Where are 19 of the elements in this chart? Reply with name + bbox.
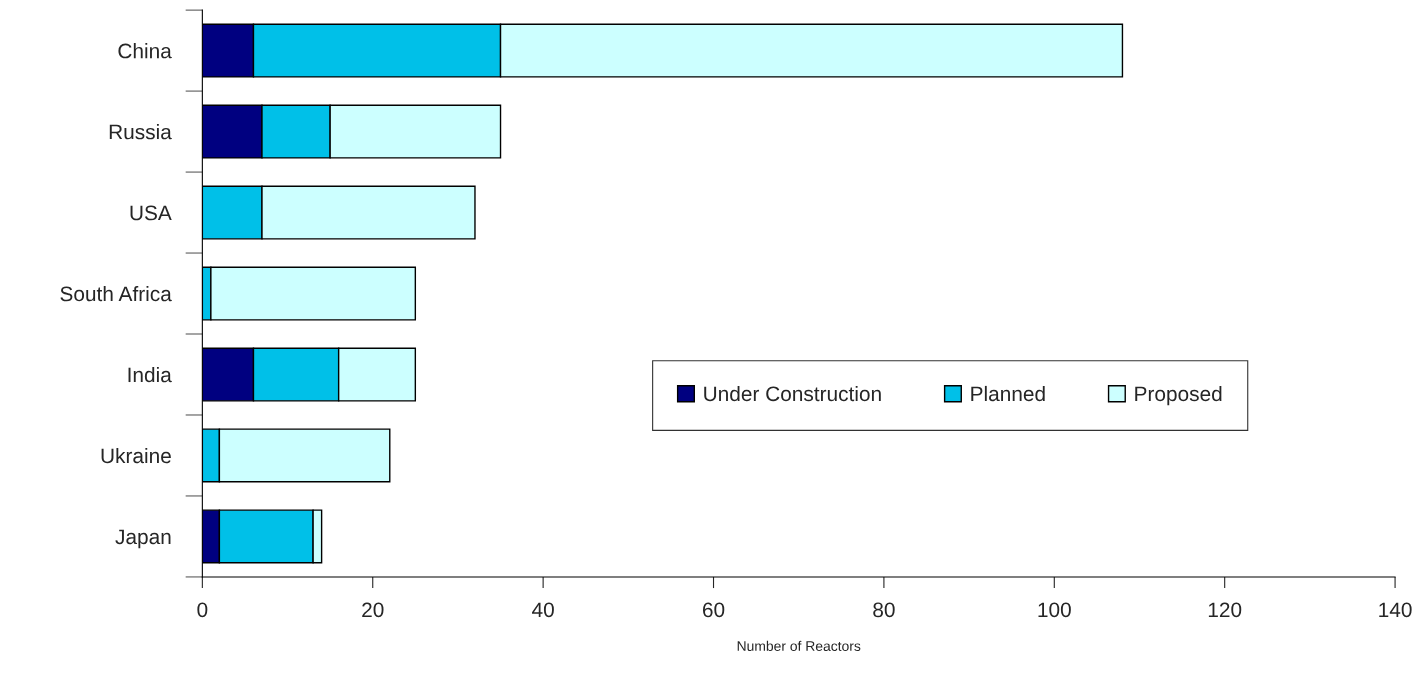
y-tick-label: Russia xyxy=(109,124,172,140)
x-tick-label: 80 xyxy=(873,602,895,618)
x-tick-label: 60 xyxy=(702,602,725,618)
y-tick-label: India xyxy=(128,366,172,383)
legend-label: Planned xyxy=(971,385,1045,402)
x-tick-label: 0 xyxy=(197,602,208,618)
y-tick-label: South Africa xyxy=(60,285,172,302)
y-tick-label: Ukraine xyxy=(101,447,171,464)
legend-label: Proposed xyxy=(1135,385,1222,406)
legend-label: Under Construction xyxy=(704,385,881,402)
x-tick-label: 120 xyxy=(1208,602,1242,618)
x-axis-title: Number of Reactors xyxy=(737,640,861,652)
y-tick-label: China xyxy=(118,43,172,59)
y-tick-label: USA xyxy=(130,205,172,221)
x-tick-label: 140 xyxy=(1379,602,1412,618)
x-tick-label: 20 xyxy=(362,602,384,618)
x-tick-label: 100 xyxy=(1038,602,1071,618)
x-tick-label: 40 xyxy=(532,602,554,618)
y-tick-label: Japan xyxy=(115,529,171,549)
